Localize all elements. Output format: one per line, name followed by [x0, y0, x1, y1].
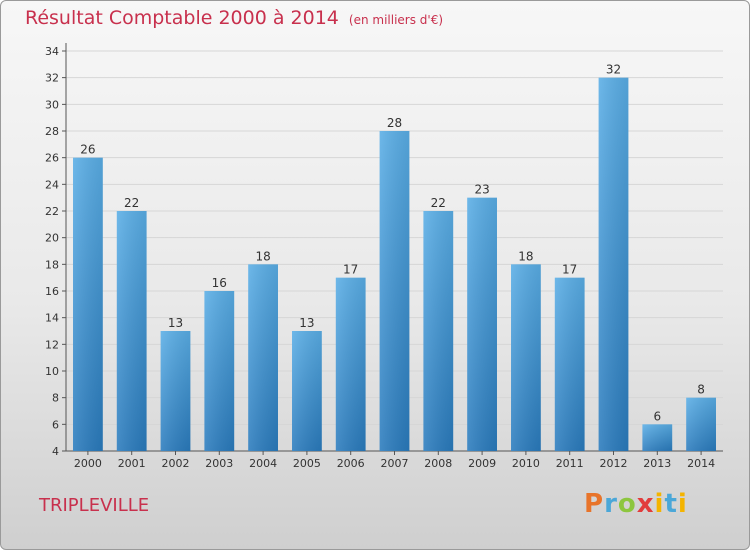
bar-shade: [467, 197, 497, 451]
y-tick-label: 24: [45, 178, 59, 191]
x-tick-label: 2013: [643, 457, 671, 470]
bar-shade: [511, 264, 541, 451]
bar-shade: [73, 157, 103, 451]
commune-name: TRIPLEVILLE: [39, 495, 150, 516]
data-label: 16: [212, 276, 227, 290]
bar-shade: [686, 397, 716, 451]
data-label: 13: [168, 316, 183, 330]
y-tick-label: 26: [45, 152, 59, 165]
x-tick-label: 2001: [118, 457, 146, 470]
y-tick-label: 32: [45, 72, 59, 85]
data-label: 22: [124, 196, 139, 210]
y-tick-label: 34: [45, 45, 59, 58]
y-tick-label: 6: [52, 418, 59, 431]
x-tick-label: 2004: [249, 457, 277, 470]
x-tick-label: 2007: [381, 457, 409, 470]
x-tick-label: 2006: [337, 457, 365, 470]
data-label: 22: [431, 196, 446, 210]
data-label: 18: [255, 249, 270, 263]
bar-shade: [116, 211, 147, 451]
y-tick-label: 14: [45, 312, 59, 325]
x-tick-label: 2002: [162, 457, 190, 470]
data-label: 18: [518, 249, 533, 263]
proxiti-logo: Proxiti: [584, 489, 688, 519]
y-tick-label: 28: [45, 125, 59, 138]
y-tick-label: 10: [45, 365, 59, 378]
bar-shade: [642, 424, 673, 451]
x-tick-label: 2010: [512, 457, 540, 470]
data-label: 13: [299, 316, 314, 330]
data-label: 17: [562, 263, 577, 277]
y-tick-label: 30: [45, 98, 59, 111]
y-tick-label: 22: [45, 205, 59, 218]
x-tick-label: 2014: [687, 457, 715, 470]
x-tick-label: 2011: [556, 457, 584, 470]
y-tick-label: 18: [45, 258, 59, 271]
x-tick-label: 2009: [468, 457, 496, 470]
x-tick-label: 2003: [205, 457, 233, 470]
x-tick-label: 2008: [424, 457, 452, 470]
data-label: 23: [474, 183, 489, 197]
y-tick-label: 20: [45, 232, 59, 245]
data-label: 6: [653, 409, 661, 423]
bar-shade: [379, 131, 410, 451]
bar-shade: [204, 291, 235, 451]
bar-shade: [292, 331, 322, 451]
y-tick-label: 16: [45, 285, 59, 298]
y-tick-label: 12: [45, 338, 59, 351]
chart-title-text: Résultat Comptable 2000 à 2014: [25, 7, 339, 29]
x-tick-label: 2000: [74, 457, 102, 470]
bar-shade: [554, 277, 585, 451]
data-label: 17: [343, 263, 358, 277]
x-tick-label: 2012: [600, 457, 628, 470]
bar-shade: [423, 211, 454, 451]
bar-shade: [598, 77, 629, 452]
value-labels: 26 22 13 16 18 13 17 28 22 23 18 17 32 6 8: [80, 63, 705, 424]
x-tick-label: 2005: [293, 457, 321, 470]
chart-title: Résultat Comptable 2000 à 2014 (en millie…: [25, 7, 443, 29]
y-tick-label: 8: [52, 392, 59, 405]
data-label: 28: [387, 116, 402, 130]
data-label: 26: [80, 143, 95, 157]
chart-subtitle: (en milliers d'€): [348, 13, 444, 27]
bar-shade: [335, 277, 366, 451]
data-label: 32: [606, 63, 621, 77]
bars: [73, 77, 716, 452]
bar-shade: [248, 264, 278, 451]
data-label: 8: [697, 383, 705, 397]
y-tick-label: 4: [52, 445, 59, 458]
bar-shade: [160, 331, 191, 451]
